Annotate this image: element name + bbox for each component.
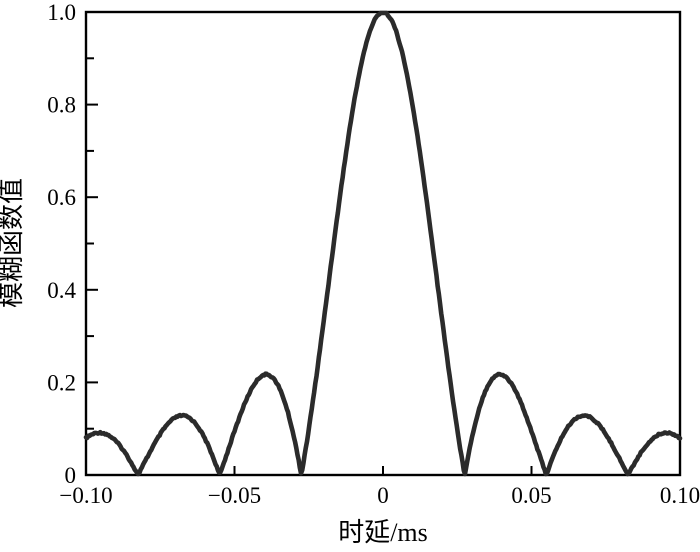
y-axis-major-ticks <box>87 11 98 476</box>
x-tick-label: 0.05 <box>511 483 551 508</box>
x-tick-label: 0 <box>377 483 389 508</box>
plot-frame <box>84 10 682 477</box>
x-tick-label: −0.10 <box>59 483 112 508</box>
y-tick-label: 0 <box>65 463 77 488</box>
y-tick-label: 1.0 <box>47 0 76 25</box>
y-tick-label: 0.4 <box>47 278 76 303</box>
x-tick-label: −0.05 <box>208 483 261 508</box>
y-axis-title: 模糊函数值 <box>0 178 26 308</box>
x-tick-label: 0.10 <box>660 483 700 508</box>
y-axis-minor-ticks <box>87 57 94 430</box>
x-axis-major-ticks <box>85 466 681 474</box>
y-axis-tick-labels: 0 0.2 0.4 0.6 0.8 1.0 <box>47 0 76 488</box>
x-axis-title: 时延/ms <box>338 518 428 547</box>
y-tick-label: 0.8 <box>47 93 76 118</box>
x-axis-tick-labels: −0.10 −0.05 0 0.05 0.10 <box>59 483 700 508</box>
y-tick-label: 0.2 <box>47 370 76 395</box>
ambiguity-function-curve <box>83 10 683 477</box>
y-tick-label: 0.6 <box>47 185 76 210</box>
